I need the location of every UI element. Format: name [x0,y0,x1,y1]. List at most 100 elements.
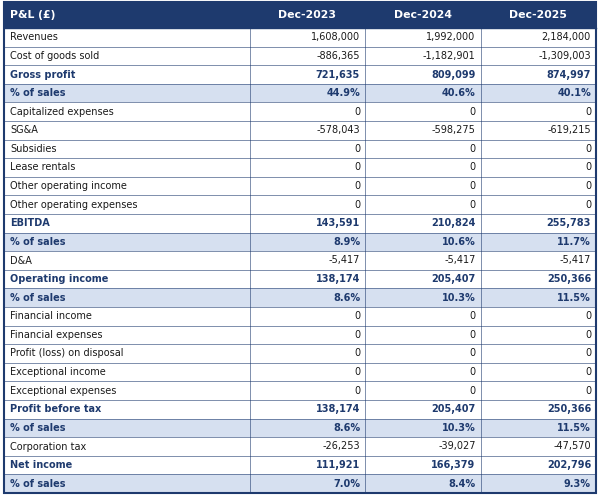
Bar [481,381,596,400]
Bar [481,214,596,233]
Text: -578,043: -578,043 [316,125,360,135]
Bar [365,214,481,233]
Bar [250,381,365,400]
Text: 11.5%: 11.5% [557,423,591,433]
Bar [481,475,596,493]
Text: -886,365: -886,365 [317,51,360,61]
Text: % of sales: % of sales [10,88,65,98]
Text: 0: 0 [469,330,476,340]
Bar [4,437,250,456]
Bar [365,140,481,158]
Bar [481,140,596,158]
Text: -39,027: -39,027 [438,441,476,451]
Bar [365,381,481,400]
Text: % of sales: % of sales [10,237,65,247]
Text: 0: 0 [585,163,591,172]
Bar [365,456,481,475]
Text: -5,417: -5,417 [560,255,591,265]
Text: Revenues: Revenues [10,32,58,42]
Bar [481,251,596,270]
Bar [4,251,250,270]
Bar [481,84,596,102]
Bar [481,326,596,344]
Text: 8.6%: 8.6% [333,293,360,303]
Bar [4,47,250,65]
Bar [365,475,481,493]
Bar [4,344,250,363]
Text: 0: 0 [585,386,591,396]
Text: 0: 0 [469,311,476,321]
Text: EBITDA: EBITDA [10,218,50,228]
Text: Corporation tax: Corporation tax [10,441,86,451]
Text: Cost of goods sold: Cost of goods sold [10,51,99,61]
Text: 0: 0 [585,367,591,377]
Text: 0: 0 [469,386,476,396]
Text: 143,591: 143,591 [316,218,360,228]
Text: 250,366: 250,366 [547,274,591,284]
Bar [250,158,365,177]
Bar [250,102,365,121]
Text: 40.1%: 40.1% [557,88,591,98]
Bar [4,195,250,214]
Text: Dec-2023: Dec-2023 [278,10,337,20]
Bar [250,418,365,437]
Bar [250,84,365,102]
Text: 9.3%: 9.3% [564,479,591,489]
Bar [365,400,481,418]
Text: Subsidies: Subsidies [10,144,56,154]
Bar [365,288,481,307]
Text: 210,824: 210,824 [431,218,476,228]
Bar [4,214,250,233]
Text: -1,309,003: -1,309,003 [538,51,591,61]
Text: 111,921: 111,921 [316,460,360,470]
Bar [365,65,481,84]
Bar [365,326,481,344]
Bar [250,326,365,344]
Text: 166,379: 166,379 [431,460,476,470]
Bar [481,288,596,307]
Bar [250,437,365,456]
Text: Other operating income: Other operating income [10,181,127,191]
Bar [250,363,365,381]
Text: 138,174: 138,174 [316,404,360,414]
Text: Exceptional income: Exceptional income [10,367,106,377]
Bar [365,177,481,195]
Text: -598,275: -598,275 [431,125,476,135]
Text: Profit (loss) on disposal: Profit (loss) on disposal [10,348,124,358]
Text: 205,407: 205,407 [431,404,476,414]
Bar [365,437,481,456]
Text: 1,608,000: 1,608,000 [311,32,360,42]
Text: 0: 0 [585,107,591,117]
Bar [4,400,250,418]
Bar [250,28,365,47]
Text: 10.3%: 10.3% [442,293,476,303]
Bar [250,400,365,418]
Text: -1,182,901: -1,182,901 [423,51,476,61]
Text: 0: 0 [354,163,360,172]
Text: 721,635: 721,635 [316,70,360,80]
Text: -26,253: -26,253 [322,441,360,451]
Bar [4,177,250,195]
Bar [365,270,481,288]
Text: 0: 0 [585,330,591,340]
Text: 0: 0 [354,200,360,210]
Text: 0: 0 [354,181,360,191]
Bar [4,158,250,177]
Bar [4,288,250,307]
Text: 0: 0 [354,330,360,340]
Text: 809,099: 809,099 [431,70,476,80]
Bar [481,233,596,251]
Bar [4,84,250,102]
Bar [365,47,481,65]
Text: Gross profit: Gross profit [10,70,76,80]
Bar [481,177,596,195]
Text: % of sales: % of sales [10,423,65,433]
Bar [365,2,481,28]
Text: 255,783: 255,783 [547,218,591,228]
Bar [365,121,481,140]
Bar [365,307,481,326]
Text: 250,366: 250,366 [547,404,591,414]
Bar [250,456,365,475]
Text: 202,796: 202,796 [547,460,591,470]
Bar [250,307,365,326]
